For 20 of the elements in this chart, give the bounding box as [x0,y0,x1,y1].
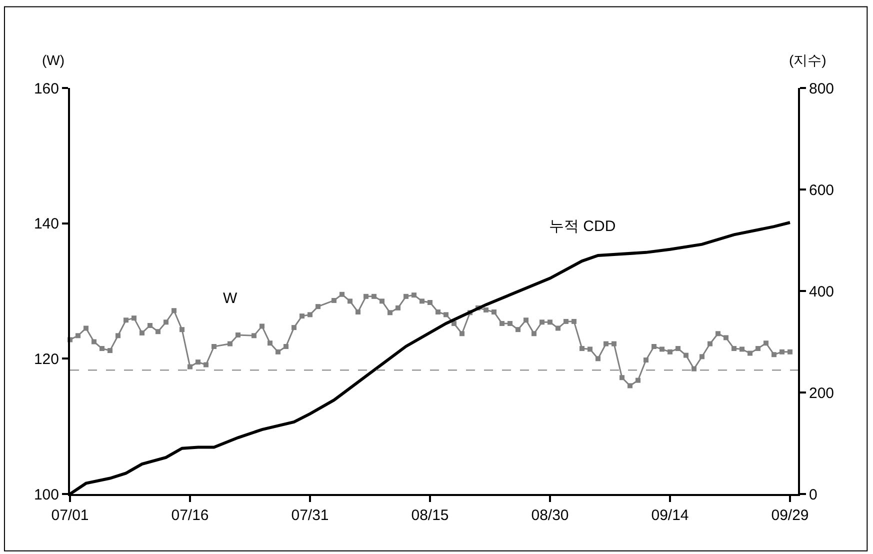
y-axis-title: (W) [42,52,65,68]
y2-tick-label: 800 [809,80,834,98]
x-tick-label: 07/31 [291,507,329,524]
series-label: 누적 CDD [549,218,616,235]
x-tick-label: 09/29 [771,507,809,524]
x-tick-label: 08/30 [531,507,569,524]
x-tick-label: 08/15 [411,507,449,524]
series-label: W [223,290,238,307]
y2-tick-label: 0 [809,486,818,504]
y-tick-label: 160 [34,80,59,98]
y2-tick-label: 400 [809,283,834,300]
y2-tick-label: 600 [809,182,834,199]
y-tick-label: 120 [34,350,59,368]
x-tick-label: 09/14 [651,507,689,524]
x-tick-label: 07/16 [171,507,209,524]
y-tick-label: 140 [34,216,59,233]
y2-axis-title: (지수) [789,52,826,68]
x-tick-label: 07/01 [51,507,89,524]
y2-tick-label: 200 [809,384,834,402]
y-tick-label: 100 [34,486,59,504]
